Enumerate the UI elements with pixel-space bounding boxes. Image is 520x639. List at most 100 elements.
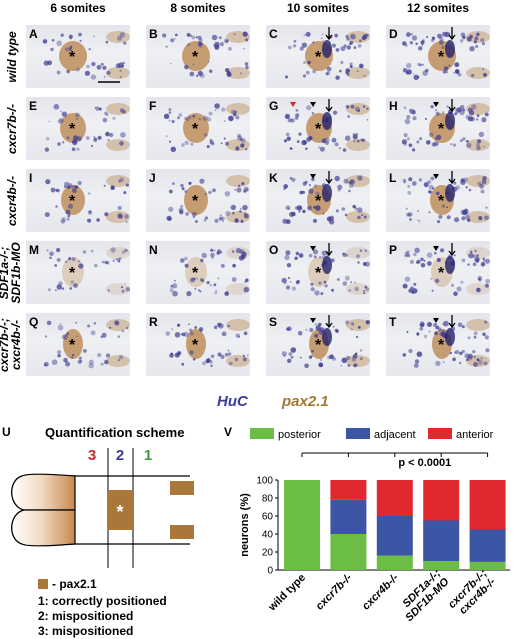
embryo-panel-j: J * — [146, 169, 250, 232]
pax21-legend: pax2.1 — [282, 393, 329, 410]
huc-neuron — [45, 179, 51, 185]
pax21-stain — [63, 329, 83, 359]
huc-neuron — [63, 357, 68, 363]
huc-neuron — [329, 354, 334, 359]
huc-neuron — [359, 63, 364, 69]
huc-neuron — [350, 281, 353, 284]
huc-neuron — [404, 276, 411, 282]
huc-neuron — [236, 187, 242, 193]
huc-neuron — [430, 277, 433, 280]
huc-neuron — [424, 117, 427, 120]
embryo-panel-l: L * — [386, 169, 490, 232]
huc-neuron — [206, 358, 211, 363]
legend-label-anterior: anterior — [456, 429, 494, 441]
huc-neuron — [481, 179, 487, 185]
huc-neuron — [88, 48, 91, 51]
huc-neuron — [350, 104, 355, 109]
huc-neuron — [348, 181, 352, 184]
huc-neuron — [186, 118, 189, 122]
pax21-stain — [60, 113, 86, 143]
huc-neuron — [446, 215, 451, 220]
huc-neuron — [115, 258, 119, 261]
huc-neuron — [117, 35, 122, 41]
huc-neuron — [195, 36, 198, 39]
huc-neuron — [321, 33, 324, 36]
huc-neuron — [339, 69, 342, 73]
huc-neuron — [228, 47, 232, 51]
huc-cluster — [322, 112, 332, 130]
huc-neuron — [233, 112, 237, 117]
row-label-line: cxcr4b-/- — [9, 319, 23, 371]
huc-neuron — [68, 203, 73, 209]
huc-neuron — [235, 115, 240, 120]
panel-label: K — [269, 171, 278, 185]
huc-neuron — [231, 250, 235, 253]
huc-neuron — [94, 263, 98, 268]
huc-neuron — [207, 61, 210, 63]
huc-neuron — [482, 257, 485, 260]
huc-neuron — [210, 354, 215, 359]
huc-neuron — [77, 180, 82, 186]
huc-neuron — [125, 221, 128, 223]
embryo-staining — [166, 175, 250, 223]
huc-neuron — [175, 33, 178, 37]
huc-neuron — [107, 289, 110, 292]
huc-neuron — [283, 139, 288, 143]
huc-neuron — [121, 289, 125, 293]
pax21-stain-lateral — [226, 355, 250, 367]
huc-neuron — [349, 62, 353, 66]
huc-neuron — [307, 205, 312, 211]
huc-neuron — [97, 353, 102, 358]
huc-neuron — [476, 287, 481, 293]
scheme-title: Quantification scheme — [45, 425, 185, 440]
huc-neuron — [180, 258, 185, 263]
huc-neuron — [474, 257, 480, 263]
huc-neuron — [49, 251, 54, 257]
huc-neuron — [106, 353, 110, 358]
arrow-icon — [325, 315, 333, 329]
huc-neuron — [62, 141, 65, 144]
huc-neuron — [281, 351, 287, 357]
huc-neuron — [299, 190, 303, 195]
huc-neuron — [335, 75, 340, 80]
huc-neuron — [451, 283, 454, 287]
huc-neuron — [346, 45, 351, 50]
bar-segment-posterior — [376, 555, 413, 570]
arrowhead-icon — [433, 318, 439, 323]
huc-neuron — [197, 35, 202, 40]
huc-neuron — [402, 178, 407, 183]
huc-neuron — [320, 37, 323, 40]
huc-neuron — [414, 359, 420, 364]
huc-neuron — [49, 256, 52, 260]
huc-neuron — [363, 291, 366, 295]
huc-neuron — [307, 60, 311, 65]
huc-neuron — [301, 42, 307, 48]
huc-neuron — [168, 189, 173, 194]
huc-neuron — [174, 279, 176, 282]
huc-neuron — [404, 254, 408, 258]
huc-neuron — [321, 250, 327, 256]
bar-segment-adjacent — [423, 520, 460, 561]
huc-neuron — [110, 186, 115, 190]
huc-neuron — [211, 142, 215, 146]
huc-neuron — [90, 249, 94, 253]
huc-neuron — [119, 257, 122, 259]
huc-neuron — [224, 191, 231, 197]
huc-neuron — [243, 189, 247, 193]
huc-neuron — [243, 47, 246, 50]
huc-neuron — [306, 70, 310, 75]
huc-neuron — [78, 356, 82, 360]
huc-neuron — [288, 277, 290, 279]
huc-neuron — [293, 44, 297, 48]
huc-neuron — [348, 189, 351, 193]
arrowhead-icon — [310, 318, 316, 323]
huc-neuron — [282, 218, 288, 224]
bar-segment-posterior — [469, 561, 506, 570]
huc-neuron — [217, 249, 221, 253]
huc-neuron — [181, 187, 185, 191]
huc-neuron — [437, 33, 443, 39]
huc-neuron — [448, 64, 451, 67]
huc-neuron — [346, 73, 350, 76]
huc-neuron — [467, 263, 470, 266]
huc-neuron — [118, 354, 124, 360]
